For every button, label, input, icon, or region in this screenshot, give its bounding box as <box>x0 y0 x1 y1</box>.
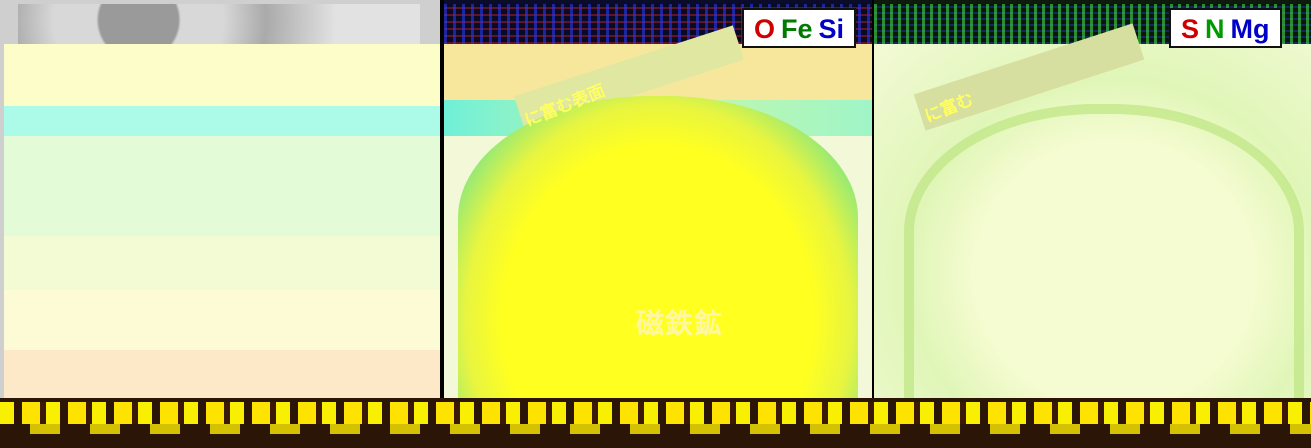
overlay-band <box>4 236 440 290</box>
legend-o-fe-si: O Fe Si <box>742 8 857 48</box>
overlay-band <box>4 106 440 136</box>
legend-element: S <box>1181 14 1200 44</box>
legend-element: Fe <box>781 14 813 44</box>
legend-s-n-mg: S N Mg <box>1169 8 1282 48</box>
magnetite-grain <box>458 96 858 416</box>
sem-image-panel <box>0 0 440 448</box>
sem-grain-texture <box>18 4 420 44</box>
legend-element: N <box>1205 14 1225 44</box>
bottom-glitch-strip <box>0 398 1311 448</box>
overlay-band <box>4 136 440 236</box>
grain-outline <box>904 104 1304 424</box>
element-map-o-fe-si <box>444 0 872 448</box>
legend-element: O <box>754 14 776 44</box>
glitch-pattern <box>0 424 1311 434</box>
overlay-band <box>4 350 440 398</box>
glitch-pattern <box>0 402 1311 424</box>
overlay-band <box>4 44 440 106</box>
mineral-label: 磁鉄鉱 <box>636 307 724 340</box>
legend-element: Mg <box>1230 14 1270 44</box>
element-map-s-n-mg <box>874 0 1311 448</box>
legend-element: Si <box>818 14 845 44</box>
overlay-band <box>4 290 440 350</box>
